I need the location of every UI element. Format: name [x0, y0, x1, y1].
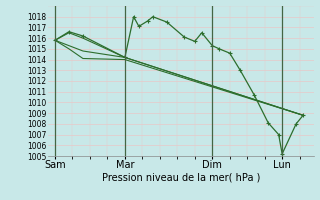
X-axis label: Pression niveau de la mer( hPa ): Pression niveau de la mer( hPa ) — [102, 173, 260, 183]
